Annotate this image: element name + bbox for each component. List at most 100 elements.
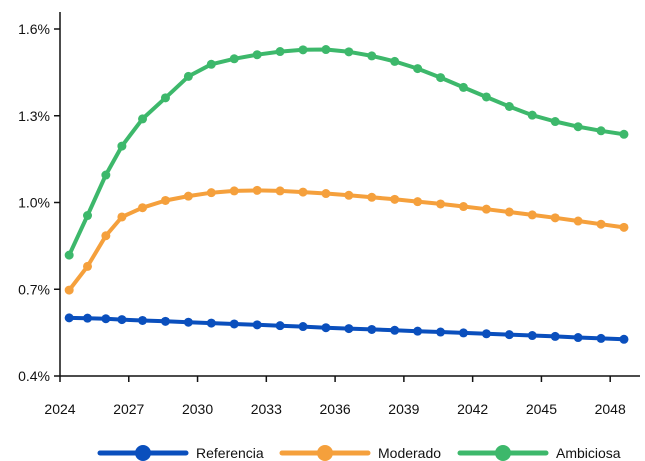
data-point-moderado [101,231,111,241]
data-point-moderado [183,191,193,201]
data-point-referencia [160,316,170,326]
data-point-ambiciosa [458,82,468,92]
data-point-moderado [64,285,74,295]
data-point-moderado [573,216,583,226]
data-point-ambiciosa [344,47,354,57]
x-tick-label: 2039 [388,401,419,417]
data-point-moderado [527,210,537,220]
data-point-ambiciosa [160,93,170,103]
data-point-ambiciosa [481,92,491,102]
series-layer [64,45,629,344]
data-point-referencia [550,331,560,341]
data-point-ambiciosa [83,211,93,221]
data-point-moderado [83,261,93,271]
data-point-moderado [252,185,262,195]
series-ambiciosa [64,45,629,260]
data-point-referencia [64,313,74,323]
data-point-moderado [550,213,560,223]
data-point-moderado [275,186,285,196]
data-point-moderado [367,192,377,202]
data-point-referencia [138,315,148,325]
data-point-referencia [344,324,354,334]
y-axis-ticks: 0.4% 0.7% 1.0% 1.3% 1.6% [18,21,60,384]
data-point-ambiciosa [275,47,285,57]
data-point-referencia [321,323,331,333]
legend-swatch-marker [135,445,151,461]
data-point-ambiciosa [596,126,606,136]
data-point-moderado [229,186,239,196]
x-tick-label: 2024 [44,401,75,417]
data-point-referencia [413,326,423,336]
legend-swatch-marker [317,445,333,461]
chart-legend: Referencia Moderado Ambiciosa [97,445,621,461]
legend-item-referencia: Referencia [97,445,264,461]
x-tick-label: 2030 [182,401,213,417]
x-tick-label: 2036 [320,401,351,417]
legend-item-moderado: Moderado [279,445,441,461]
series-referencia [64,313,629,344]
data-point-ambiciosa [117,141,127,151]
data-point-ambiciosa [367,51,377,61]
legend-item-ambiciosa: Ambiciosa [457,445,621,461]
y-tick-label: 1.0% [18,195,50,211]
data-point-moderado [413,197,423,207]
data-point-ambiciosa [573,122,583,132]
series-line-moderado [67,188,626,293]
data-point-moderado [117,212,127,222]
legend-swatch-marker [495,445,511,461]
data-point-moderado [321,189,331,199]
data-point-referencia [527,331,537,341]
x-tick-label: 2027 [113,401,144,417]
chart-axes [59,12,640,377]
data-point-ambiciosa [550,117,560,127]
x-tick-label: 2033 [251,401,282,417]
y-tick-label: 1.3% [18,108,50,124]
data-point-referencia [275,321,285,331]
data-point-ambiciosa [321,45,331,55]
data-point-moderado [344,190,354,200]
data-point-referencia [252,320,262,330]
x-tick-label: 2048 [595,401,626,417]
data-point-ambiciosa [206,59,216,69]
data-point-ambiciosa [252,50,262,60]
y-tick-label: 1.6% [18,21,50,37]
data-point-moderado [436,199,446,209]
data-point-ambiciosa [183,71,193,81]
series-line-ambiciosa [67,47,626,258]
data-point-ambiciosa [619,129,629,139]
data-point-referencia [390,325,400,335]
data-point-referencia [619,334,629,344]
series-moderado [64,185,629,295]
data-point-ambiciosa [390,56,400,66]
legend-label: Ambiciosa [556,445,621,461]
legend-label: Referencia [196,445,264,461]
data-point-referencia [458,328,468,338]
data-point-moderado [596,219,606,229]
data-point-moderado [390,194,400,204]
data-point-referencia [83,313,93,323]
data-point-moderado [160,195,170,205]
data-point-ambiciosa [229,54,239,64]
data-point-moderado [619,222,629,232]
x-tick-label: 2042 [457,401,488,417]
legend-label: Moderado [378,445,441,461]
data-point-referencia [436,327,446,337]
data-point-referencia [481,329,491,339]
data-point-moderado [458,202,468,212]
x-tick-label: 2045 [526,401,557,417]
data-point-moderado [504,207,514,217]
data-point-referencia [367,324,377,334]
data-point-referencia [504,330,514,340]
x-axis-ticks: 2024 2027 2030 2033 2036 2039 2042 2045 2048 [44,376,626,417]
data-point-ambiciosa [504,101,514,111]
data-point-referencia [229,319,239,329]
data-point-ambiciosa [436,73,446,83]
data-point-referencia [206,318,216,328]
data-point-moderado [298,187,308,197]
data-point-referencia [117,315,127,325]
data-point-referencia [183,317,193,327]
data-point-referencia [573,333,583,343]
data-point-ambiciosa [64,250,74,260]
